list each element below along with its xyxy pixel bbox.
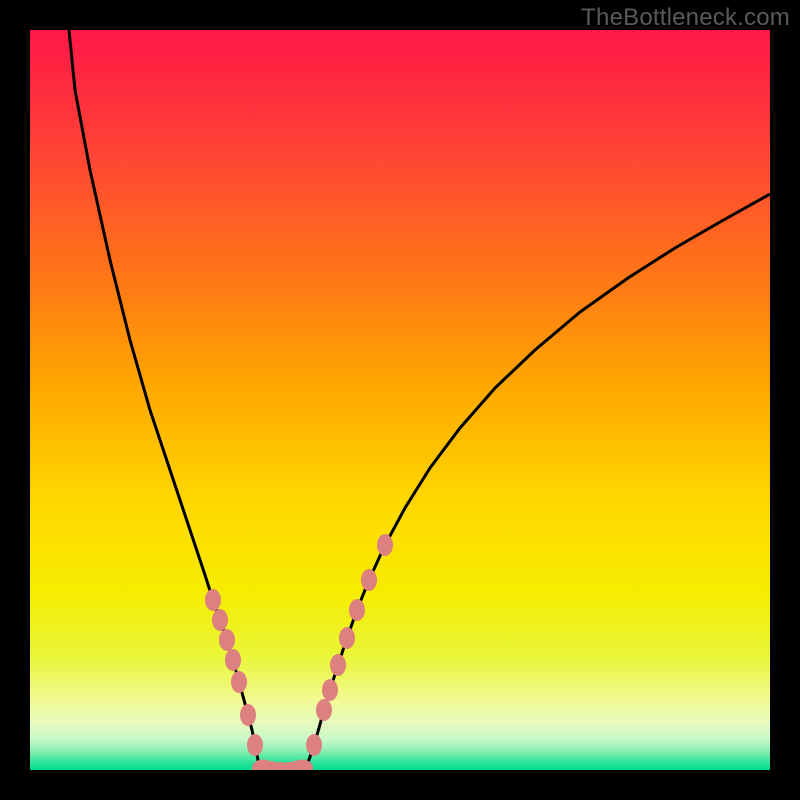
curve-marker <box>225 649 241 671</box>
chart-frame: TheBottleneck.com <box>0 0 800 800</box>
curve-marker <box>240 704 256 726</box>
watermark-label: TheBottleneck.com <box>581 4 790 32</box>
curve-marker <box>330 654 346 676</box>
plot-area <box>30 30 770 770</box>
curve-marker <box>339 627 355 649</box>
curve-marker <box>322 679 338 701</box>
curve-marker <box>377 534 393 556</box>
curve-marker <box>306 734 322 756</box>
curve-marker <box>205 589 221 611</box>
curve-marker <box>349 599 365 621</box>
curve-marker <box>316 699 332 721</box>
curve-marker <box>361 569 377 591</box>
chart-background <box>30 30 770 770</box>
curve-marker <box>231 671 247 693</box>
curve-marker <box>247 734 263 756</box>
curve-marker <box>212 609 228 631</box>
chart-svg <box>30 30 770 770</box>
curve-marker <box>219 629 235 651</box>
